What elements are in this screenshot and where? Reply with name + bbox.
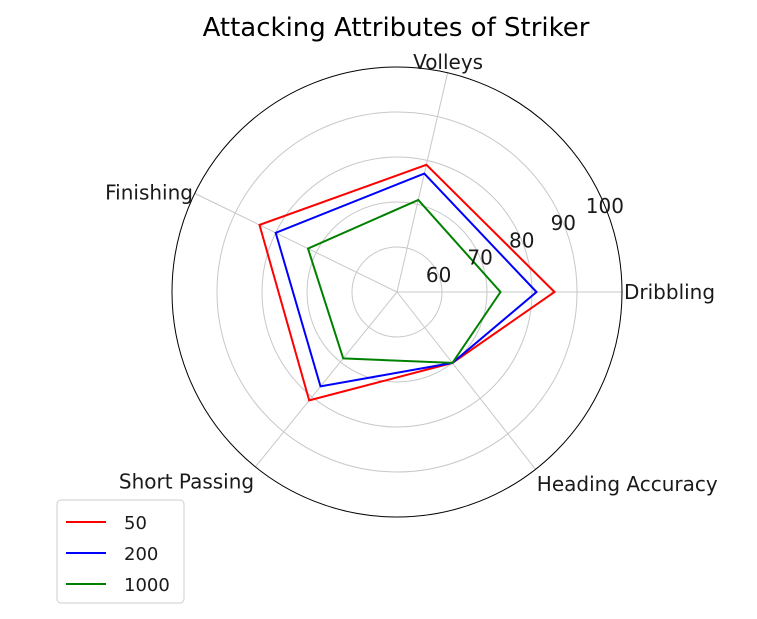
chart-title: Attacking Attributes of Striker: [203, 13, 590, 43]
legend-label-1000: 1000: [124, 575, 170, 596]
spoke-heading-accuracy: [396, 291, 536, 470]
tick-label-70: 70: [467, 246, 492, 270]
category-labels: Dribbling Volleys Finishing Short Passing He…: [105, 50, 718, 496]
spoke-short-passing: [255, 291, 398, 468]
tick-label-80: 80: [509, 228, 534, 252]
legend-label-200: 200: [124, 544, 158, 565]
tick-label-100: 100: [586, 194, 624, 218]
category-label-heading-accuracy: Heading Accuracy: [537, 472, 718, 496]
radial-tick-labels: 60 70 80 90 100: [426, 194, 624, 287]
outer-frame: [171, 66, 623, 518]
legend-label-50: 50: [124, 513, 147, 534]
series-200: [274, 172, 538, 388]
axis-spokes: [194, 72, 622, 470]
category-label-dribbling: Dribbling: [624, 280, 715, 304]
tick-label-60: 60: [426, 263, 451, 287]
spoke-volleys: [396, 72, 449, 293]
legend: 50 200 1000: [56, 499, 185, 604]
series-1000: [306, 198, 502, 364]
tick-label-90: 90: [551, 211, 576, 235]
series-50: [258, 163, 557, 402]
category-label-volleys: Volleys: [413, 50, 483, 74]
category-label-finishing: Finishing: [105, 181, 193, 205]
series-polygons: [258, 163, 557, 402]
spoke-finishing: [194, 192, 398, 293]
category-label-short-passing: Short Passing: [119, 469, 254, 493]
legend-frame: [56, 499, 185, 604]
